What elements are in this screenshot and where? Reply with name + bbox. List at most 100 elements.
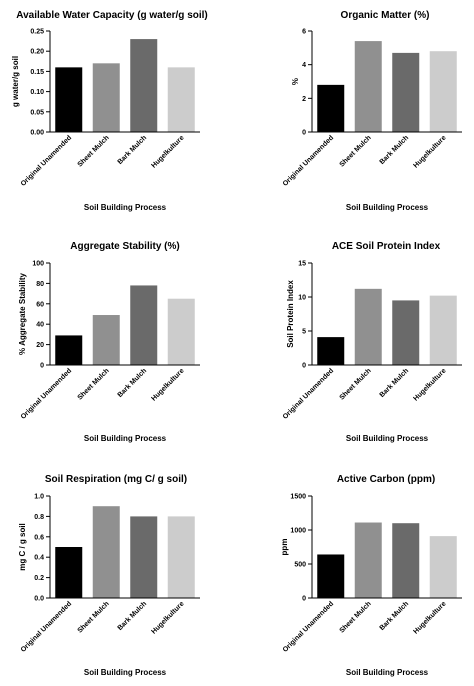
y-tick-label: 1500 <box>290 494 306 501</box>
y-tick-label: 0.05 <box>30 109 44 116</box>
y-tick-label: 0.0 <box>34 596 44 603</box>
y-axis-label: Soil Protein Index <box>286 280 295 348</box>
y-tick-label: 0.25 <box>30 29 44 36</box>
chart-title: Available Water Capacity (g water/g soil… <box>16 10 208 21</box>
category-label-hugelkulture: Hugelkulture <box>412 134 447 169</box>
category-label-hugelkulture: Hugelkulture <box>150 134 185 169</box>
bar-bark-mulch <box>392 523 420 598</box>
y-tick-label: 0.20 <box>30 49 44 56</box>
y-tick-label: 60 <box>36 301 44 308</box>
chart-4: ACE Soil Protein Index 0 5 10 15 Soil Protein… <box>282 241 462 443</box>
chart-title: Aggregate Stability (%) <box>70 241 179 252</box>
bar-bark-mulch <box>392 300 420 365</box>
chart-title: Active Carbon (ppm) <box>337 474 435 485</box>
chart-5: Soil Respiration (mg C/ g soil) 0.0 0.2 0.4… <box>18 474 200 677</box>
bar-bark-mulch <box>130 39 158 132</box>
y-tick-label: 1.0 <box>34 494 44 501</box>
chart-1: Available Water Capacity (g water/g soil… <box>11 10 208 212</box>
bar-hugelkulture <box>429 295 457 365</box>
y-tick-label: 0.6 <box>34 534 44 541</box>
bar-hugelkulture <box>429 51 457 133</box>
chart-2: Organic Matter (%) 0 2 4 6% Original Unamende… <box>282 10 462 212</box>
y-axis-label: % Aggregate Stability <box>18 272 27 354</box>
category-label-bark-mulch: Bark Mulch <box>117 600 149 632</box>
y-tick-label: 40 <box>36 322 44 329</box>
category-label-sheet-mulch: Sheet Mulch <box>77 367 111 401</box>
bar-original-unamended <box>317 337 345 365</box>
y-tick-label: 0.00 <box>30 130 44 137</box>
bar-sheet-mulch <box>92 63 120 132</box>
bar-bark-mulch <box>130 285 158 365</box>
y-tick-label: 0.15 <box>30 69 44 76</box>
bar-original-unamended <box>55 547 83 598</box>
category-label-bark-mulch: Bark Mulch <box>379 600 411 632</box>
y-tick-label: 0 <box>302 130 306 137</box>
y-tick-label: 500 <box>294 562 306 569</box>
bar-sheet-mulch <box>354 522 382 598</box>
y-tick-label: 0.8 <box>34 514 44 521</box>
chart-title: ACE Soil Protein Index <box>332 241 441 252</box>
category-label-hugelkulture: Hugelkulture <box>150 367 185 402</box>
y-axis-label: g water/g soil <box>11 56 20 107</box>
y-tick-label: 0.4 <box>34 555 44 562</box>
y-tick-label: 4 <box>302 62 306 69</box>
y-tick-label: 6 <box>302 29 306 36</box>
bar-hugelkulture <box>167 298 195 365</box>
y-tick-label: 15 <box>298 261 306 268</box>
category-label-bark-mulch: Bark Mulch <box>379 367 411 399</box>
category-label-original-unamended: Original Unamended <box>282 367 335 420</box>
category-label-sheet-mulch: Sheet Mulch <box>339 367 373 401</box>
bar-bark-mulch <box>130 516 158 598</box>
category-label-original-unamended: Original Unamended <box>282 134 335 187</box>
y-tick-label: 10 <box>298 295 306 302</box>
category-label-sheet-mulch: Sheet Mulch <box>77 134 111 168</box>
y-axis-label: mg C / g soil <box>18 523 27 571</box>
category-label-bark-mulch: Bark Mulch <box>117 134 149 166</box>
bar-original-unamended <box>317 554 345 598</box>
bar-hugelkulture <box>167 516 195 598</box>
category-label-original-unamended: Original Unamended <box>20 367 73 420</box>
y-tick-label: 0.10 <box>30 89 44 96</box>
y-tick-label: 2 <box>302 96 306 103</box>
bar-sheet-mulch <box>354 41 382 132</box>
category-label-original-unamended: Original Unamended <box>20 134 73 187</box>
category-label-original-unamended: Original Unamended <box>20 600 73 653</box>
y-tick-label: 0 <box>302 363 306 370</box>
category-label-original-unamended: Original Unamended <box>282 600 335 653</box>
bar-bark-mulch <box>392 52 420 133</box>
x-axis-label: Soil Building Process <box>346 668 429 677</box>
category-label-sheet-mulch: Sheet Mulch <box>339 600 373 634</box>
y-tick-label: 20 <box>36 342 44 349</box>
bar-original-unamended <box>55 67 83 132</box>
chart-3: Aggregate Stability (%) 0 20 40 60 80 100 % Agg… <box>18 241 200 443</box>
y-tick-label: 80 <box>36 281 44 288</box>
y-axis-label: ppm <box>280 539 289 556</box>
bar-original-unamended <box>55 335 83 365</box>
chart-title: Organic Matter (%) <box>341 10 430 21</box>
y-tick-label: 1000 <box>290 528 306 535</box>
x-axis-label: Soil Building Process <box>84 668 167 677</box>
x-axis-label: Soil Building Process <box>84 203 167 212</box>
y-tick-label: 0 <box>302 596 306 603</box>
category-label-bark-mulch: Bark Mulch <box>117 367 149 399</box>
bar-hugelkulture <box>429 536 457 598</box>
x-axis-label: Soil Building Process <box>84 434 167 443</box>
category-label-hugelkulture: Hugelkulture <box>412 367 447 402</box>
category-label-sheet-mulch: Sheet Mulch <box>339 134 373 168</box>
category-label-hugelkulture: Hugelkulture <box>412 600 447 635</box>
y-tick-label: 5 <box>302 329 306 336</box>
y-tick-label: 0.2 <box>34 575 44 582</box>
category-label-hugelkulture: Hugelkulture <box>150 600 185 635</box>
bar-sheet-mulch <box>354 288 382 365</box>
bar-hugelkulture <box>167 67 195 132</box>
bar-sheet-mulch <box>92 315 120 365</box>
y-axis-label: % <box>291 78 300 85</box>
y-tick-label: 100 <box>32 261 44 268</box>
chart-title: Soil Respiration (mg C/ g soil) <box>45 474 187 485</box>
y-tick-label: 0 <box>40 363 44 370</box>
chart-6: Active Carbon (ppm) 0 500 1000 1500 ppm Origin… <box>280 474 462 677</box>
bar-original-unamended <box>317 84 345 132</box>
category-label-sheet-mulch: Sheet Mulch <box>77 600 111 634</box>
bar-sheet-mulch <box>92 506 120 598</box>
